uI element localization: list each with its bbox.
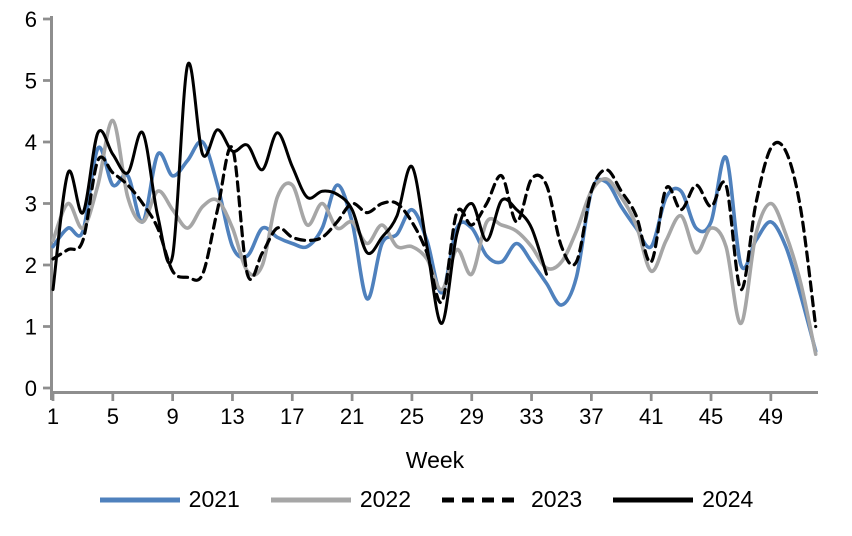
- x-tick-label: 49: [759, 404, 783, 429]
- series-lines: [51, 61, 818, 356]
- legend-label: 2023: [531, 486, 583, 512]
- legend-label: 2021: [188, 486, 240, 512]
- legend-label: 2022: [359, 486, 411, 512]
- x-tick-label: 13: [220, 404, 244, 429]
- x-axis-ticks: 1 5 9 13 17 21 25 29 33 37 41 45 49: [47, 392, 783, 429]
- y-tick-label: 4: [25, 130, 37, 155]
- x-tick-label: 21: [340, 404, 364, 429]
- x-tick-label: 37: [579, 404, 603, 429]
- x-tick-label: 41: [639, 404, 663, 429]
- legend: 2021 2022 2023 2024: [0, 488, 852, 511]
- y-tick-label: 0: [25, 376, 37, 401]
- x-tick-label: 17: [280, 404, 304, 429]
- y-tick-label: 2: [25, 253, 37, 278]
- x-axis-title: Week: [405, 447, 465, 473]
- legend-label: 2024: [702, 486, 754, 512]
- series-line-2022: [51, 118, 818, 356]
- legend-item-2021: 2021: [99, 488, 240, 511]
- legend-line-sample-solid-black: [613, 497, 694, 502]
- series-line-2024: [51, 61, 548, 325]
- legend-item-2023: 2023: [441, 488, 582, 511]
- series-line-2023: [51, 140, 818, 329]
- axes: [50, 16, 818, 400]
- x-tick-label: 29: [459, 404, 483, 429]
- y-tick-label: 1: [25, 315, 37, 340]
- y-tick-label: 5: [25, 69, 37, 94]
- legend-item-2024: 2024: [612, 488, 753, 511]
- x-tick-label: 45: [699, 404, 723, 429]
- legend-item-2022: 2022: [270, 488, 411, 511]
- legend-line-sample-solid-gray: [270, 497, 351, 502]
- legend-line-sample-solid-blue: [99, 497, 180, 502]
- y-tick-label: 3: [25, 192, 37, 217]
- x-tick-label: 5: [107, 404, 119, 429]
- y-axis-ticks: 0 1 2 3 4 5 6: [25, 7, 52, 401]
- x-tick-label: 33: [519, 404, 543, 429]
- x-tick-label: 25: [400, 404, 424, 429]
- legend-line-sample-dashed-black: [442, 497, 522, 502]
- y-tick-label: 6: [25, 7, 37, 32]
- x-tick-label: 9: [167, 404, 179, 429]
- x-tick-label: 1: [47, 404, 59, 429]
